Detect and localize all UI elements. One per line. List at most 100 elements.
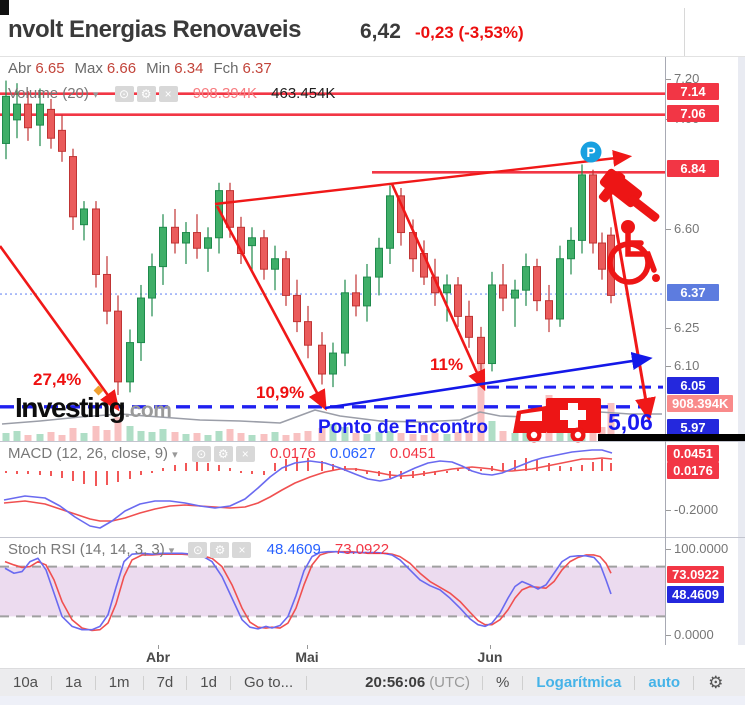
auto-scale-button[interactable]: auto bbox=[648, 674, 681, 691]
time-tick bbox=[158, 645, 159, 649]
time-label: Abr bbox=[145, 649, 171, 665]
price-axis[interactable]: 7.207.006.606.256.10-0.2000100.00000.000… bbox=[666, 57, 738, 645]
time-tick bbox=[490, 645, 491, 649]
chevron-down-icon[interactable]: ▾ bbox=[168, 545, 175, 557]
macd-value: 0.0451 bbox=[389, 445, 436, 462]
close-icon[interactable]: × bbox=[235, 446, 255, 463]
range-button-10a[interactable]: 10a bbox=[13, 674, 39, 691]
investing-watermark: Investing.com bbox=[15, 392, 172, 424]
price-change: -0,23 (-3,53%) bbox=[415, 23, 524, 42]
axis-tick: 100.0000 bbox=[666, 541, 728, 556]
macd-indicator-name: MACD (12, 26, close, 9) bbox=[8, 445, 169, 462]
stoch-indicator-name: Stoch RSI (14, 14, 3, 3) bbox=[8, 541, 165, 558]
axis-badge: 6.05 bbox=[667, 377, 719, 394]
axis-badge: 48.4609 bbox=[667, 586, 724, 603]
gavel-icon bbox=[598, 168, 660, 222]
eye-icon[interactable]: ⊙ bbox=[114, 86, 134, 103]
axis-badge: 908.394K bbox=[667, 395, 734, 412]
annotation-price-target: 5,06 bbox=[608, 409, 653, 435]
settings-gear-icon[interactable]: ⚙ bbox=[708, 672, 724, 692]
axis-badge: 5.97 bbox=[667, 419, 719, 436]
title-bar: nvolt Energias Renovaveis 6,42 -0,23 (-3… bbox=[0, 0, 745, 57]
axis-tick: 7.20 bbox=[666, 71, 699, 86]
clock-time[interactable]: 20:56:06 bbox=[365, 674, 426, 691]
stoch-value: 48.4609 bbox=[266, 541, 321, 558]
stoch-legend: Stoch RSI (14, 14, 3, 3) ▾ ⊙ ⚙ × 48.4609 73.… bbox=[8, 541, 403, 559]
range-button-goto[interactable]: Go to... bbox=[243, 674, 294, 691]
candles-layer bbox=[2, 80, 615, 395]
axis-badge: 7.14 bbox=[667, 83, 719, 100]
instrument-title: nvolt Energias Renovaveis bbox=[8, 16, 301, 43]
macd-legend: MACD (12, 26, close, 9) ▾ ⊙ ⚙ × 0.0176 0.062… bbox=[8, 445, 450, 463]
volume-legend: Volume (20) ▾ ⊙ ⚙ × 908.394K 463.454K bbox=[8, 85, 336, 103]
macd-values: 0.0176 0.0627 0.0451 bbox=[270, 445, 450, 462]
axis-badge: 7.06 bbox=[667, 105, 719, 122]
range-button-1a[interactable]: 1a bbox=[65, 674, 82, 691]
time-label: Jun bbox=[477, 649, 503, 665]
axis-tick: 0.0000 bbox=[666, 627, 714, 642]
price-axis-separator bbox=[665, 57, 666, 645]
gear-icon[interactable]: ⚙ bbox=[213, 446, 233, 463]
macd-value: 0.0176 bbox=[269, 445, 316, 462]
ambulance-icon bbox=[513, 398, 601, 443]
close-icon[interactable]: × bbox=[232, 542, 252, 559]
p-marker-icon: P bbox=[580, 141, 602, 163]
axis-badge: 0.0451 bbox=[667, 445, 719, 462]
eye-icon[interactable]: ⊙ bbox=[191, 446, 211, 463]
svg-text:P: P bbox=[586, 144, 595, 160]
chart-canvas[interactable]: P bbox=[0, 57, 745, 645]
volume-current-value: 908.394K bbox=[192, 85, 257, 102]
pane-separator-main-macd bbox=[0, 441, 745, 442]
stoch-layer bbox=[0, 550, 665, 632]
gear-icon[interactable]: ⚙ bbox=[136, 86, 156, 103]
time-axis[interactable]: Abr Mai Jun bbox=[0, 645, 745, 668]
range-button-7d[interactable]: 7d bbox=[156, 674, 174, 691]
chevron-down-icon[interactable]: ▾ bbox=[92, 89, 99, 101]
bottom-toolbar: 10a 1a 1m 7d 1d Go to... 20:56:06 (UTC) % Log… bbox=[0, 668, 745, 696]
annotation-ponto-de-encontro: Ponto de Encontro bbox=[318, 417, 488, 438]
percent-scale-button[interactable]: % bbox=[496, 674, 510, 691]
volume-ma-value: 463.454K bbox=[271, 85, 336, 102]
macd-layer bbox=[3, 449, 613, 529]
time-label: Mai bbox=[295, 649, 319, 665]
logo-suffix: .com bbox=[124, 399, 172, 422]
last-price: 6,42 bbox=[360, 20, 401, 43]
close-icon[interactable]: × bbox=[158, 86, 178, 103]
chevron-down-icon[interactable]: ▾ bbox=[172, 449, 178, 461]
ohlc-label: Min bbox=[146, 60, 171, 77]
axis-badge: 0.0176 bbox=[667, 462, 719, 479]
range-button-1m[interactable]: 1m bbox=[108, 674, 130, 691]
time-tick bbox=[307, 645, 308, 649]
log-scale-button[interactable]: Logarítmica bbox=[536, 674, 622, 691]
ohlc-value: 6.65 bbox=[35, 60, 65, 77]
footer-strip bbox=[0, 695, 745, 705]
annotation-pct-109: 10,9% bbox=[256, 383, 305, 402]
ohlc-legend: Abr 6.65 Max 6.66 Min 6.34 Fch 6.37 bbox=[8, 60, 282, 77]
drawings-layer bbox=[0, 150, 656, 422]
axis-badge: 73.0922 bbox=[667, 566, 724, 583]
eye-icon[interactable]: ⊙ bbox=[188, 542, 208, 559]
volume-indicator-name: Volume (20) bbox=[8, 85, 89, 102]
pane-separator-macd-stoch bbox=[0, 537, 745, 538]
ohlc-value: 6.34 bbox=[174, 60, 204, 77]
titlebar-separator bbox=[684, 8, 685, 56]
axis-tick: 6.25 bbox=[666, 320, 699, 335]
range-button-1d[interactable]: 1d bbox=[200, 674, 217, 691]
scroll-strip bbox=[738, 57, 745, 645]
axis-badge: 6.84 bbox=[667, 160, 719, 177]
axis-tick: -0.2000 bbox=[666, 502, 718, 517]
ohlc-label: Fch bbox=[213, 60, 239, 77]
wheelchair-icon bbox=[607, 220, 660, 285]
macd-value: 0.0627 bbox=[329, 445, 376, 462]
range-buttons: 10a 1a 1m 7d 1d Go to... bbox=[0, 674, 308, 691]
axis-tick: 6.60 bbox=[666, 221, 699, 236]
annotation-pct-27: 27,4% bbox=[33, 370, 82, 389]
logo-text: Investing bbox=[15, 392, 126, 423]
ohlc-value: 6.66 bbox=[106, 60, 137, 77]
timezone-label[interactable]: (UTC) bbox=[429, 674, 471, 691]
ohlc-label: Max bbox=[74, 60, 103, 77]
ohlc-label: Abr bbox=[8, 60, 32, 77]
window-corner bbox=[0, 0, 9, 15]
gear-icon[interactable]: ⚙ bbox=[210, 542, 230, 559]
